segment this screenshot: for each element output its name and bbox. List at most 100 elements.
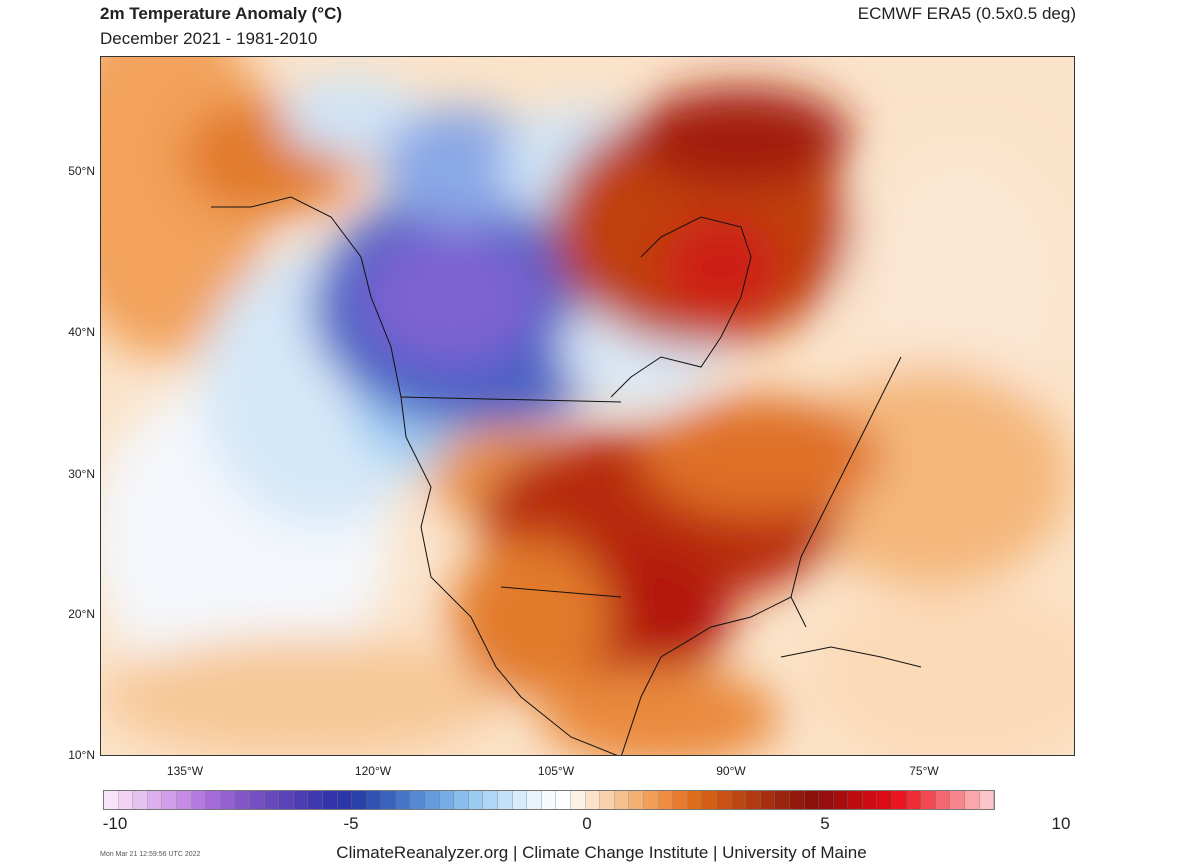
colorbar-swatch [410,791,426,809]
lat-label-30: 30°N [68,467,95,481]
colorbar-swatch [322,791,338,809]
colorbar-swatch [235,791,250,809]
colorbar-label-neg5: -5 [343,814,359,833]
colorbar-swatch [454,791,469,809]
colorbar-swatch [352,791,367,809]
anomaly-map [100,56,1075,756]
colorbar-swatch [527,791,542,809]
mexico-north-warm [451,537,611,697]
lat-label-10: 10°N [68,748,95,762]
yukon-cold [381,107,541,227]
atlantic-warm [791,367,1071,587]
colorbar-swatch [702,791,717,809]
colorbar-swatch [906,791,922,809]
colorbar-swatch [979,791,995,809]
colorbar-swatch [541,791,557,809]
colorbar-swatch [804,791,820,809]
arctic-cool [281,77,421,157]
colorbar-swatch [556,791,571,809]
colorbar-swatch [191,791,207,809]
southern-mexico-warm [541,667,781,755]
lon-label-105w: 105°W [537,764,575,778]
colorbar-swatch [775,791,790,809]
colorbar-swatch [439,791,455,809]
colorbar-label-5: 5 [820,814,830,833]
colorbar-swatch [293,791,309,809]
colorbar-swatch [147,791,163,809]
colorbar-swatch [892,791,907,809]
colorbar-swatch [921,791,936,809]
colorbar-label-0: 0 [582,814,592,833]
gulf-coastline [621,596,807,755]
colorbar-swatch [965,791,980,809]
lat-label-50: 50°N [68,164,95,178]
credits-footer: ClimateReanalyzer.org | Climate Change I… [336,843,867,862]
colorbar-swatch [746,791,761,809]
colorbar-swatch [176,791,192,809]
colorbar-swatch [118,791,134,809]
map-title: 2m Temperature Anomaly (°C) [100,4,343,23]
colorbar-swatch [731,791,747,809]
tropical-pacific-warm [101,637,501,755]
colorbar-swatch [104,791,119,809]
colorbar-swatch [162,791,177,809]
colorbar-swatch [571,791,586,809]
colorbar-swatch [862,791,878,809]
colorbar-swatch [600,791,615,809]
colorbar-swatch [848,791,863,809]
atlantic-coastline [790,356,902,598]
lon-label-120w: 120°W [354,764,392,778]
anomaly-map-canvas [101,57,1074,755]
us-mexico-border [500,586,622,598]
colorbar-swatch [643,791,659,809]
hudson-bay-outline [610,216,752,398]
lon-label-135w: 135°W [166,764,204,778]
bc-alaska-coastline [211,196,402,398]
colorbar-swatch [833,791,849,809]
colorbar-swatch [264,791,280,809]
coastlines [211,196,922,755]
render-timestamp: Mon Mar 21 12:59:56 UTC 2022 [100,851,201,858]
colorbar-swatch [585,791,601,809]
caribbean-warm [811,587,1074,755]
colorbar-swatch [337,791,353,809]
us-canada-border [400,396,622,403]
colorbar-swatch [950,791,966,809]
colorbar-swatch [308,791,323,809]
colorbar-swatch [133,791,148,809]
colorbar-swatch [687,791,703,809]
colorbar-swatch [935,791,951,809]
colorbar-swatch [877,791,893,809]
colorbar-label-neg10: -10 [102,814,128,833]
colorbar-swatch [629,791,644,809]
colorbar-swatch [366,791,382,809]
lon-label-75w: 75°W [909,764,939,778]
colorbar-swatch [249,791,265,809]
colorbar-swatch [468,791,484,809]
colorbar-swatch [381,791,396,809]
colorbar-swatch [760,791,776,809]
map-subtitle: December 2021 - 1981-2010 [100,29,318,48]
colorbar-swatch [425,791,440,809]
hudson-hot-spot [661,217,781,317]
colorbar-swatch [395,791,411,809]
cuba-outline [780,646,922,668]
colorbar-swatch [673,791,688,809]
colorbar-swatch [819,791,834,809]
colorbar-swatch [614,791,630,809]
colorbar-swatch [206,791,221,809]
lon-label-90w: 90°W [716,764,746,778]
colorbar [103,790,996,810]
colorbar-swatch [498,791,513,809]
great-lakes-warm [641,397,881,517]
anomaly-field [101,57,1074,755]
colorbar-swatch [658,791,674,809]
colorbar-swatch [716,791,732,809]
dataset-source: ECMWF ERA5 (0.5x0.5 deg) [857,4,1076,23]
colorbar-swatch [279,791,294,809]
colorbar-swatch [512,791,528,809]
colorbar-swatch [483,791,499,809]
colorbar-label-10: 10 [1051,814,1071,833]
lat-label-40: 40°N [68,325,95,339]
north-atlantic-neutral [851,147,1071,427]
